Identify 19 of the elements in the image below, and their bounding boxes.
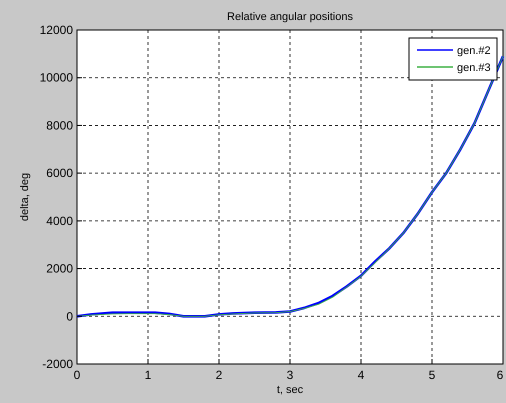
chart-title: Relative angular positions <box>227 11 354 23</box>
x-tick-label: 5 <box>428 368 436 382</box>
legend-label: gen.#2 <box>457 45 491 57</box>
y-tick-label: 6000 <box>46 166 74 180</box>
x-tick-label: 2 <box>216 368 223 382</box>
x-tick-label: 4 <box>358 368 365 382</box>
x-tick-label: 6 <box>496 368 504 382</box>
legend-label: gen.#3 <box>457 62 491 74</box>
y-tick-label: -2000 <box>42 357 74 371</box>
x-axis-title: t, sec <box>276 384 304 396</box>
y-tick-label: 4000 <box>46 214 74 228</box>
y-tick-label: 10000 <box>40 70 74 85</box>
x-tick-label: 1 <box>144 368 152 382</box>
y-axis-title: delta, deg <box>19 172 31 222</box>
y-tick-label: 12000 <box>40 23 74 37</box>
y-tick-label: 8000 <box>46 118 74 132</box>
x-tick-label: 3 <box>286 368 294 382</box>
y-tick-label: 2000 <box>46 262 74 276</box>
y-tick-label: 0 <box>66 309 74 324</box>
